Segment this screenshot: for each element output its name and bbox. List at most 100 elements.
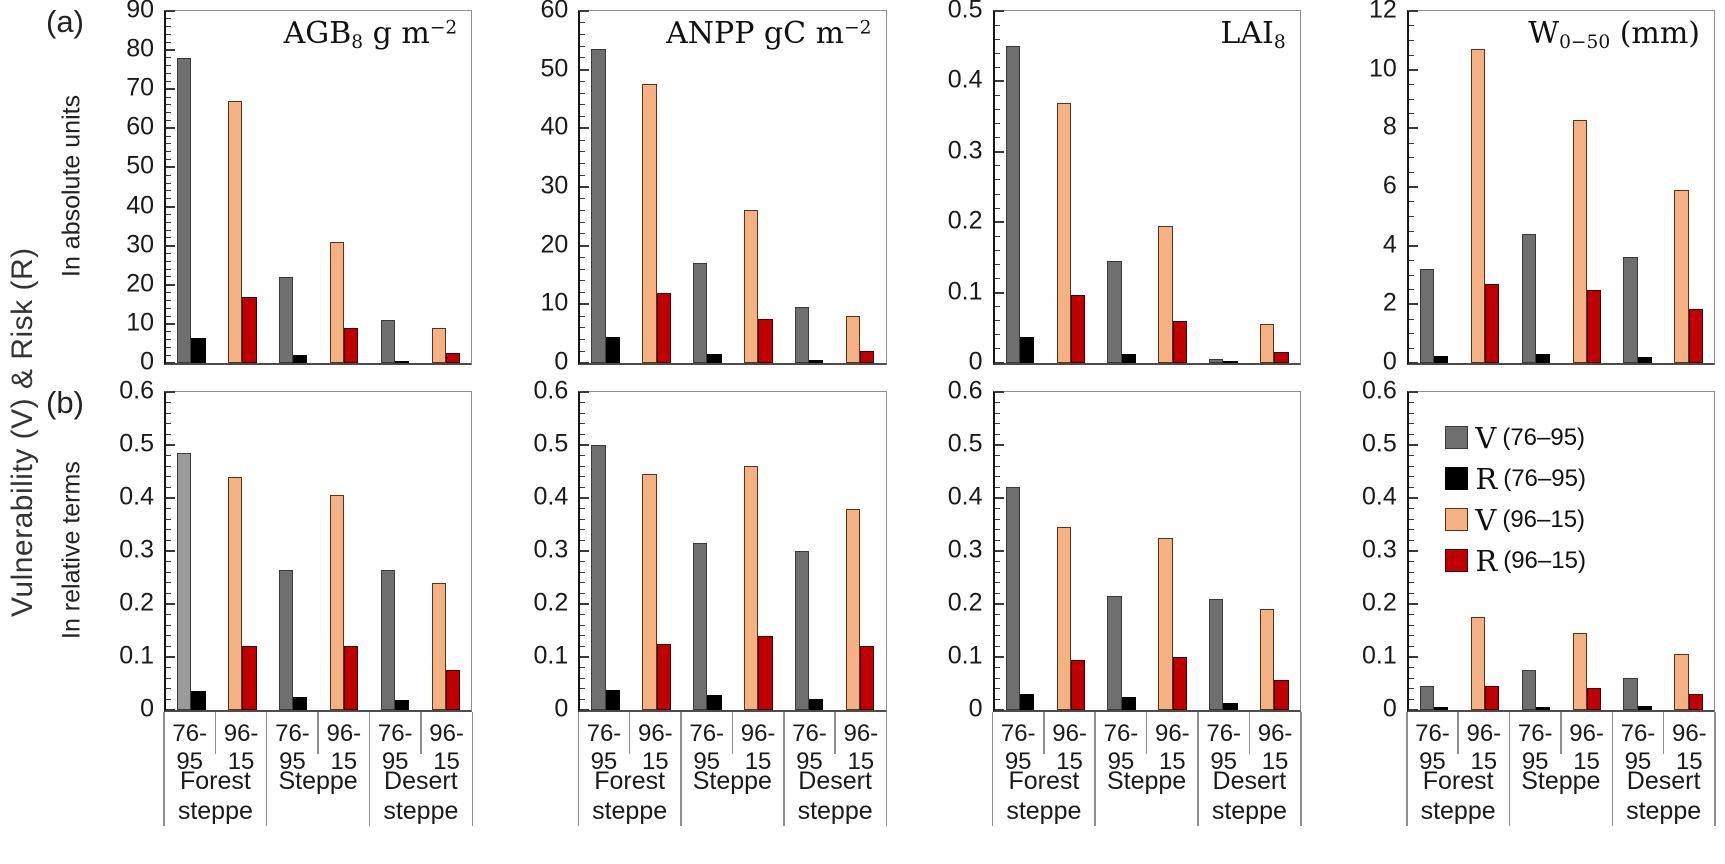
bar-r96-forest-steppe xyxy=(1485,283,1500,363)
period-separator-line xyxy=(317,712,319,754)
bar-r76-desert-steppe xyxy=(809,699,824,710)
y-major-tick xyxy=(994,656,1004,659)
bar-v76-steppe xyxy=(1107,260,1122,363)
bar-v96-steppe xyxy=(329,241,345,363)
y-minor-tick xyxy=(580,33,586,35)
y-minor-tick xyxy=(1408,83,1414,85)
legend-range: (96–15) xyxy=(1502,505,1586,533)
x-tick-label: 76-95 xyxy=(689,720,725,775)
period-separator-line xyxy=(628,712,631,754)
bar-v76-forest-steppe xyxy=(591,49,606,363)
y-major-tick xyxy=(166,391,175,393)
y-axis: 0 0.1 0.2 0.3 0.4 0.5 xyxy=(927,0,993,376)
y-tick-label: 20 xyxy=(126,269,154,298)
y-tick-label: 0.5 xyxy=(1361,429,1397,458)
y-minor-tick xyxy=(1408,113,1414,115)
bar-v96-forest-steppe xyxy=(1056,527,1071,710)
y-minor-tick xyxy=(1408,571,1414,573)
plot-area: AGB8 g m−2 xyxy=(164,10,473,365)
bar-v76-desert-steppe xyxy=(380,569,395,710)
y-minor-tick xyxy=(994,320,1000,322)
y-tick-label: 50 xyxy=(540,54,569,83)
y-major-tick xyxy=(1408,603,1418,606)
y-tick-label: 8 xyxy=(1382,112,1397,141)
bar-v76-steppe xyxy=(693,263,708,363)
y-minor-tick xyxy=(994,423,1000,425)
y-major-tick xyxy=(1408,709,1418,711)
y-minor-tick xyxy=(580,614,586,616)
y-minor-tick xyxy=(166,529,171,531)
bar-r96-forest-steppe xyxy=(656,292,671,363)
bar-v76-forest-steppe xyxy=(1005,46,1020,363)
group-label: Forest steppe xyxy=(164,766,267,826)
group-label-line: Steppe xyxy=(1106,767,1187,795)
group-label: Steppe xyxy=(1509,766,1612,796)
group-label-line: Forest xyxy=(179,767,251,795)
y-minor-tick xyxy=(580,45,586,47)
bar-r76-steppe xyxy=(707,354,722,363)
group-label-line: steppe xyxy=(592,797,668,825)
y-major-tick xyxy=(1408,656,1418,659)
group-label: Desert steppe xyxy=(1198,766,1301,826)
y-minor-tick xyxy=(580,280,586,282)
y-tick-label: 10 xyxy=(1368,54,1397,83)
y-minor-tick xyxy=(166,455,171,457)
bar-v76-forest-steppe xyxy=(591,445,606,710)
y-major-tick xyxy=(994,362,1004,364)
bar-r76-forest-steppe xyxy=(1019,694,1035,710)
group-separator-line xyxy=(471,712,473,826)
group-label-line: Steppe xyxy=(692,767,772,795)
y-minor-tick xyxy=(994,193,1000,195)
y-major-tick xyxy=(580,603,590,606)
x-axis: 76-95 96-15 76-95 96-15 76-95 96-15 Forest step… xyxy=(1406,712,1716,834)
y-major-tick xyxy=(580,550,590,552)
y-minor-tick xyxy=(580,292,586,294)
bar-v76-desert-steppe xyxy=(1623,678,1638,710)
y-tick-label: 12 xyxy=(1368,0,1397,24)
y-minor-tick xyxy=(994,94,1000,96)
y-minor-tick xyxy=(580,571,586,573)
group-separator-line xyxy=(991,712,994,826)
y-minor-tick xyxy=(1408,157,1414,159)
y-major-tick xyxy=(580,497,590,500)
y-tick-label: 70 xyxy=(126,73,154,102)
legend-item: V (76–95) xyxy=(1445,421,1586,455)
y-minor-tick xyxy=(166,476,171,478)
y-minor-tick xyxy=(580,327,586,329)
y-minor-tick xyxy=(994,207,1000,209)
y-minor-tick xyxy=(580,677,586,679)
y-minor-tick xyxy=(166,508,171,510)
y-minor-tick xyxy=(580,339,586,341)
y-major-tick xyxy=(994,497,1004,500)
period-separator-line xyxy=(1145,712,1148,754)
period-separator-line xyxy=(1560,712,1562,754)
y-tick-label: 0.2 xyxy=(533,588,569,617)
y-minor-tick xyxy=(994,235,1000,237)
x-tick-label: 76-95 xyxy=(1517,720,1553,775)
y-tick-label: 0.3 xyxy=(947,535,983,564)
y-major-tick xyxy=(1408,68,1418,71)
y-minor-tick xyxy=(994,698,1000,700)
bar-r96-desert-steppe xyxy=(860,351,875,363)
bar-r96-steppe xyxy=(758,319,773,363)
y-minor-tick xyxy=(166,73,171,75)
y-tick-label: 4 xyxy=(1382,230,1397,259)
y-minor-tick xyxy=(166,135,171,137)
y-minor-tick xyxy=(580,561,586,563)
chart-anpp-absolute: 0 10 20 30 40 50 60 ANPP gC m−2 xyxy=(512,0,887,376)
legend-label: V xyxy=(1475,420,1497,455)
group-label: Desert steppe xyxy=(369,766,472,826)
y-minor-tick xyxy=(166,354,171,356)
chart-title: LAI8 xyxy=(1220,16,1285,53)
y-tick-label: 80 xyxy=(126,34,154,63)
legend-label: R xyxy=(1475,461,1498,496)
y-major-tick xyxy=(580,127,590,130)
y-minor-tick xyxy=(994,476,1000,478)
bar-r96-forest-steppe xyxy=(656,643,671,710)
y-minor-tick xyxy=(994,38,1000,40)
bar-r96-forest-steppe xyxy=(242,646,257,710)
y-tick-label: 0.3 xyxy=(947,136,983,165)
y-minor-tick xyxy=(994,334,1000,336)
x-tick-label: 96-15 xyxy=(1466,720,1502,775)
group-label-line: steppe xyxy=(1211,797,1287,825)
